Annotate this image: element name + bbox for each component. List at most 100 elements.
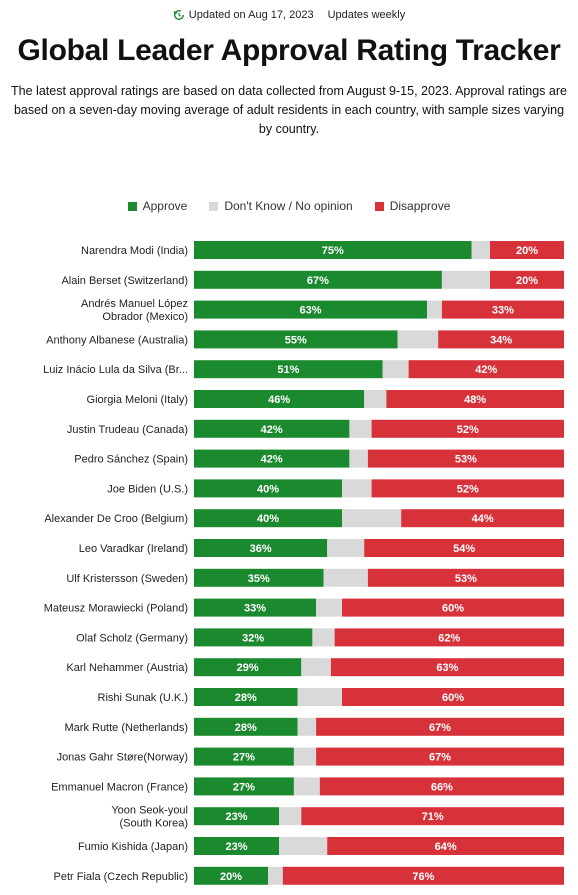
chart-row: Narendra Modi (India) 75% 20% <box>81 241 564 259</box>
category-label: Alexander De Croo (Belgium) <box>44 513 188 525</box>
data-label-approve: 35% <box>248 573 270 585</box>
bar-dont-know <box>293 747 317 766</box>
category-label-line: Justin Trudeau (Canada) <box>67 424 188 436</box>
bar-dont-know <box>349 419 372 438</box>
bar-dont-know <box>279 837 328 855</box>
bar-dont-know <box>427 300 442 319</box>
chart-row: Mateusz Morawiecki (Poland) 33% 60% <box>44 598 564 617</box>
bar-disapprove <box>319 777 564 796</box>
bar-dont-know <box>297 688 342 706</box>
bar-disapprove <box>316 717 564 736</box>
data-label-approve: 42% <box>261 424 283 436</box>
data-label-approve: 51% <box>277 364 299 376</box>
category-label: Emmanuel Macron (France) <box>51 781 188 793</box>
category-label: Luiz Inácio Lula da Silva (Br... <box>43 364 188 376</box>
update-bar: Updated on Aug 17, 2023 Updates weekly <box>0 6 578 24</box>
chart-row: Olaf Scholz (Germany) 32% 62% <box>76 628 564 647</box>
bar-disapprove <box>364 539 564 557</box>
bar-approve <box>194 658 302 677</box>
category-label: Karl Nehammer (Austria) <box>66 662 188 674</box>
chart-row: Justin Trudeau (Canada) 42% 52% <box>67 419 564 438</box>
data-label-approve: 75% <box>322 245 344 257</box>
category-label-line: Andrés Manuel López <box>81 298 188 310</box>
category-label-line: Yoon Seok-youl <box>111 805 188 817</box>
category-label-line: Mateusz Morawiecki (Poland) <box>44 603 188 615</box>
bar-disapprove <box>441 300 564 319</box>
bar-dont-know <box>312 628 335 647</box>
bar-disapprove <box>342 598 564 617</box>
category-label-line: Narendra Modi (India) <box>81 245 188 257</box>
bar-approve <box>194 419 350 438</box>
data-label-approve: 27% <box>233 781 255 793</box>
category-label-line: Jonas Gahr Støre(Norway) <box>57 752 188 764</box>
data-label-approve: 36% <box>250 543 272 555</box>
data-label-disapprove: 64% <box>435 841 457 853</box>
category-label-line: Olaf Scholz (Germany) <box>76 632 188 644</box>
bar-disapprove <box>327 837 564 855</box>
chart-row: Luiz Inácio Lula da Silva (Br... 51% 42% <box>43 360 564 379</box>
data-label-approve: 27% <box>233 752 255 764</box>
data-label-approve: 67% <box>307 275 329 287</box>
data-label-approve: 40% <box>257 513 279 525</box>
category-label-line: Karl Nehammer (Austria) <box>66 662 188 674</box>
category-label: Anthony Albanese (Australia) <box>46 334 188 346</box>
category-label-line: Ulf Kristersson (Sweden) <box>66 573 188 585</box>
data-label-disapprove: 53% <box>455 573 477 585</box>
data-label-disapprove: 60% <box>442 603 464 615</box>
category-label-line: Rishi Sunak (U.K.) <box>98 692 188 704</box>
category-label: Jonas Gahr Støre(Norway) <box>57 752 188 764</box>
category-label-line: Mark Rutte (Netherlands) <box>65 722 189 734</box>
category-label: Yoon Seok-youl (South Korea) <box>111 805 188 830</box>
data-label-approve: 55% <box>285 334 307 346</box>
data-label-disapprove: 44% <box>472 513 494 525</box>
category-label-line: Alexander De Croo (Belgium) <box>44 513 188 525</box>
category-label-line: Joe Biden (U.S.) <box>107 483 188 495</box>
data-label-approve: 23% <box>226 841 248 853</box>
category-label-line: (South Korea) <box>120 818 188 830</box>
category-label: Giorgia Meloni (Italy) <box>87 394 188 406</box>
bar-approve <box>194 241 472 259</box>
data-label-disapprove: 54% <box>453 543 475 555</box>
bar-approve <box>194 807 280 826</box>
chart-row: Alain Berset (Switzerland) 67% 20% <box>61 270 564 289</box>
category-label: Olaf Scholz (Germany) <box>76 632 188 644</box>
chart-row: Karl Nehammer (Austria) 29% 63% <box>66 658 564 677</box>
bar-approve <box>194 449 350 468</box>
chart-row: Pedro Sánchez (Spain) 42% 53% <box>74 449 564 468</box>
category-label: Pedro Sánchez (Spain) <box>74 454 188 466</box>
bar-dont-know <box>349 449 368 468</box>
bar-approve <box>194 777 294 796</box>
legend-label-disapprove: Disapprove <box>389 199 451 213</box>
data-label-approve: 28% <box>235 722 257 734</box>
bar-approve <box>194 479 342 498</box>
category-label-line: Anthony Albanese (Australia) <box>46 334 188 346</box>
category-label: Joe Biden (U.S.) <box>107 483 188 495</box>
chart-row: Ulf Kristersson (Sweden) 35% 53% <box>66 568 564 587</box>
bar-dont-know <box>397 330 439 349</box>
category-label-line: Obrador (Mexico) <box>102 311 188 323</box>
chart-row: Rishi Sunak (U.K.) 28% 60% <box>98 688 564 706</box>
bar-dont-know <box>382 360 409 379</box>
data-label-disapprove: 71% <box>422 811 444 823</box>
data-label-disapprove: 34% <box>490 334 512 346</box>
chart-row: Yoon Seok-youl (South Korea) 23% 71% <box>111 805 564 830</box>
chart-row: Fumio Kishida (Japan) 23% 64% <box>78 837 564 855</box>
bar-dont-know <box>342 509 402 528</box>
data-label-disapprove: 33% <box>492 305 514 317</box>
bar-dont-know <box>268 866 283 885</box>
bar-approve <box>194 509 342 528</box>
category-label: Alain Berset (Switzerland) <box>61 275 188 287</box>
bar-dont-know <box>297 717 317 736</box>
category-label-line: Emmanuel Macron (France) <box>51 781 188 793</box>
category-label-line: Luiz Inácio Lula da Silva (Br... <box>43 364 188 376</box>
bar-approve <box>194 539 328 557</box>
category-label: Leo Varadkar (Ireland) <box>79 543 188 555</box>
category-label: Mark Rutte (Netherlands) <box>65 722 189 734</box>
bar-disapprove <box>371 419 564 438</box>
data-label-disapprove: 48% <box>464 394 486 406</box>
chart-row: Andrés Manuel López Obrador (Mexico) 63% 33… <box>81 298 564 323</box>
bar-disapprove <box>342 688 564 706</box>
bar-approve <box>194 568 324 587</box>
bar-approve <box>194 270 442 289</box>
chart-row: Anthony Albanese (Australia) 55% 34% <box>46 330 564 349</box>
